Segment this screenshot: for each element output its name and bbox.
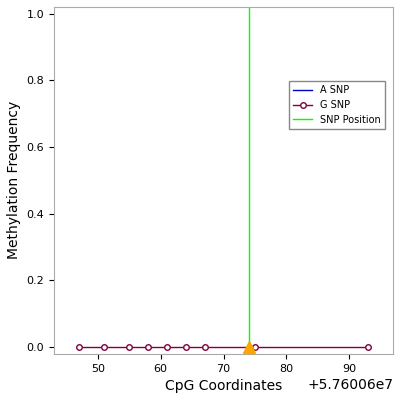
- G SNP: [184, 345, 188, 350]
- G SNP: [146, 345, 150, 350]
- G SNP: [366, 345, 370, 350]
- G SNP: [77, 345, 82, 350]
- Legend: A SNP, G SNP, SNP Position: A SNP, G SNP, SNP Position: [289, 81, 385, 129]
- G SNP: [165, 345, 170, 350]
- G SNP: [252, 345, 257, 350]
- G SNP: [127, 345, 132, 350]
- Line: G SNP: G SNP: [76, 344, 371, 350]
- X-axis label: CpG Coordinates: CpG Coordinates: [165, 379, 282, 393]
- G SNP: [202, 345, 207, 350]
- Y-axis label: Methylation Frequency: Methylation Frequency: [7, 101, 21, 260]
- G SNP: [102, 345, 107, 350]
